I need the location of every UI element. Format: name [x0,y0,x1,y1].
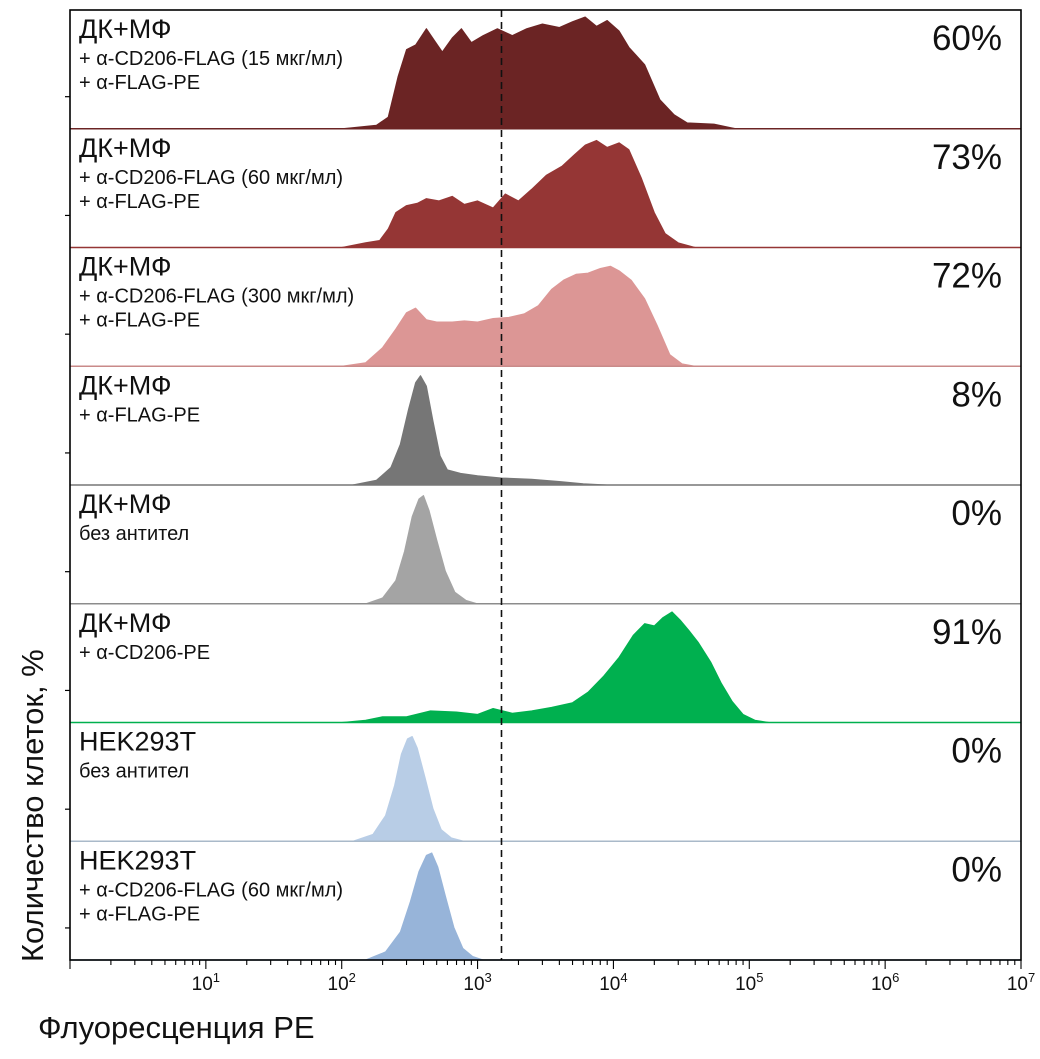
histogram-panel: ДК+МФ + α-FLAG-PE 8% [65,370,1021,486]
panel-subline: + α-FLAG-PE [79,191,200,213]
panel-percent: 8% [951,375,1002,414]
panel-percent: 72% [932,257,1002,296]
panel-title: HEK293T [79,845,196,875]
panel-title: HEK293T [79,727,196,757]
panel-title: ДК+МФ [79,489,172,519]
panel-subline: + α-FLAG-PE [79,72,200,94]
panel-subline: + α-FLAG-PE [79,903,200,925]
panel-subline: + α-CD206-PE [79,642,210,664]
x-tick-label: 105 [735,970,763,995]
panel-title: ДК+МФ [79,252,172,282]
panel-percent: 0% [951,732,1002,771]
panel-percent: 73% [932,138,1002,177]
panel-subline: + α-FLAG-PE [79,404,200,426]
histogram-panel: HEK293T + α-CD206-FLAG (60 мкг/мл)+ α-FLA… [65,845,1021,961]
panel-percent: 60% [932,19,1002,58]
histogram-panel: ДК+МФ + α-CD206-PE 91% [65,608,1021,724]
histogram-area [365,495,479,605]
panel-subline: без антител [79,523,189,545]
histogram-panel: ДК+МФ + α-CD206-FLAG (300 мкг/мл)+ α-FLAG… [65,252,1021,367]
histogram-area [352,375,608,486]
histogram-panel: ДК+МФ + α-CD206-FLAG (60 мкг/мл)+ α-FLAG-… [65,133,1021,249]
histogram-area [341,139,696,248]
histogram-area [352,736,465,842]
histogram-panel: ДК+МФ без антител 0% [65,489,1021,605]
histogram-panel: HEK293T без антител 0% [65,727,1021,842]
panel-title: ДК+МФ [79,370,172,400]
x-axis-title: Флуоресценция PE [38,1010,315,1045]
x-axis: 101 102 103 104 105 106 107 [69,960,1035,995]
panel-subline: + α-CD206-FLAG (15 мкг/мл) [79,48,343,70]
panel-subline: + α-CD206-FLAG (60 мкг/мл) [79,879,343,901]
panel-percent: 0% [951,850,1002,889]
x-tick-label: 102 [328,970,356,995]
histogram-area [341,611,770,723]
plot-frame [69,9,1022,961]
histogram-panel: ДК+МФ + α-CD206-FLAG (15 мкг/мл)+ α-FLAG-… [65,14,1021,130]
histogram-panels: ДК+МФ+ α-CD206-FLAG (15 мкг/мл)+ α-FLAG-… [65,14,1021,961]
x-tick-label: 104 [599,970,627,995]
panel-subline: + α-CD206-FLAG (300 мкг/мл) [79,286,354,308]
panel-subline: без антител [79,761,189,783]
histogram-area [341,265,696,367]
x-tick-label: 103 [463,970,491,995]
x-tick-label: 101 [192,970,220,995]
histogram-area [365,852,484,961]
panel-title: ДК+МФ [79,608,172,638]
histogram-area [341,16,737,130]
panel-subline: + α-CD206-FLAG (60 мкг/мл) [79,167,343,189]
panel-subline: + α-FLAG-PE [79,310,200,332]
panel-title: ДК+МФ [79,133,172,163]
x-tick-label: 107 [1007,970,1035,995]
panel-title: ДК+МФ [79,14,172,44]
y-axis-title: Количество клеток, % [15,649,50,962]
x-tick-label: 106 [871,970,899,995]
panel-percent: 91% [932,613,1002,652]
panel-percent: 0% [951,494,1002,533]
